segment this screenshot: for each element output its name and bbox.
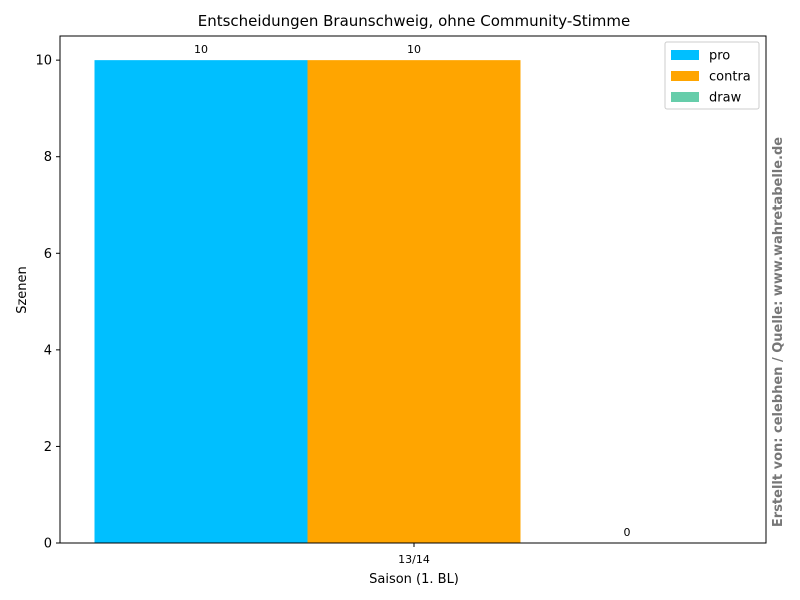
bar-pro — [94, 60, 308, 544]
legend-label-contra: contra — [709, 70, 751, 85]
y-axis-ticks: 0 2 4 6 8 10 — [35, 54, 60, 552]
y-tick-label: 8 — [44, 150, 52, 165]
plot-frame — [59, 35, 767, 544]
legend-swatch-pro — [671, 50, 699, 60]
data-label-pro: 10 — [194, 43, 208, 56]
legend-label-draw: draw — [709, 91, 742, 106]
y-tick-label: 6 — [44, 247, 52, 262]
legend-swatch-draw — [671, 92, 699, 102]
x-axis-ticks: 13/14 — [398, 543, 430, 566]
data-label-group: 10 10 0 — [194, 43, 631, 539]
data-label-contra: 10 — [407, 43, 421, 56]
chart-title: Entscheidungen Braunschweig, ohne Commun… — [198, 12, 631, 30]
legend-label-pro: pro — [709, 49, 730, 64]
legend-swatch-contra — [671, 71, 699, 81]
x-tick-label: 13/14 — [398, 553, 430, 566]
watermark-text: Erstellt von: celebhen / Quelle: www.wah… — [771, 137, 786, 527]
legend: pro contra draw — [664, 41, 760, 110]
bar-group — [94, 60, 521, 544]
y-tick-label: 4 — [44, 343, 52, 358]
y-axis-label: Szenen — [15, 266, 30, 314]
x-axis-label: Saison (1. BL) — [369, 572, 459, 587]
data-label-draw: 0 — [624, 526, 631, 539]
y-tick-label: 0 — [44, 537, 52, 552]
bar-contra — [307, 60, 521, 544]
y-tick-label: 2 — [44, 440, 52, 455]
y-tick-label: 10 — [35, 54, 52, 69]
